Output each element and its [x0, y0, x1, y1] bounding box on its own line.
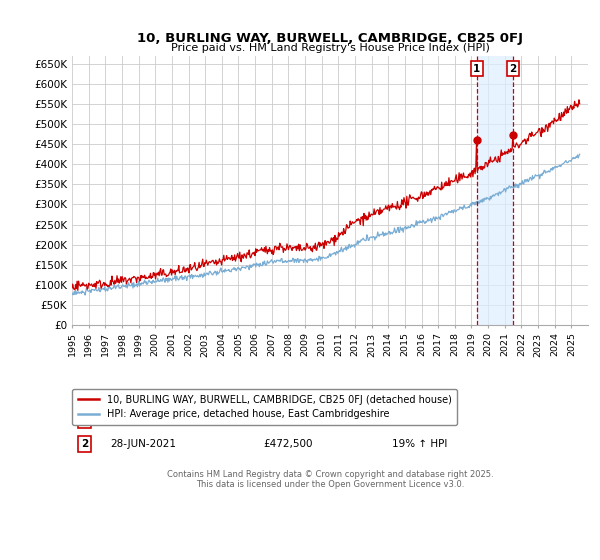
Text: 10, BURLING WAY, BURWELL, CAMBRIDGE, CB25 0FJ: 10, BURLING WAY, BURWELL, CAMBRIDGE, CB2… — [137, 32, 523, 45]
Text: 28-JUN-2021: 28-JUN-2021 — [110, 440, 176, 450]
Text: 26-APR-2019: 26-APR-2019 — [110, 415, 178, 425]
Text: £472,500: £472,500 — [263, 440, 313, 450]
Text: Contains HM Land Registry data © Crown copyright and database right 2025.
This d: Contains HM Land Registry data © Crown c… — [167, 470, 493, 489]
Text: 2: 2 — [81, 440, 89, 450]
Bar — [477, 56, 513, 325]
Text: Price paid vs. HM Land Registry's House Price Index (HPI): Price paid vs. HM Land Registry's House … — [170, 43, 490, 53]
Text: 1: 1 — [473, 64, 481, 74]
Legend: 10, BURLING WAY, BURWELL, CAMBRIDGE, CB25 0FJ (detached house), HPI: Average pri: 10, BURLING WAY, BURWELL, CAMBRIDGE, CB2… — [72, 389, 457, 426]
Text: 1: 1 — [81, 415, 89, 425]
Text: 19% ↑ HPI: 19% ↑ HPI — [392, 440, 447, 450]
Text: £459,995: £459,995 — [263, 415, 313, 425]
Text: 20% ↑ HPI: 20% ↑ HPI — [392, 415, 447, 425]
Text: 2: 2 — [509, 64, 517, 74]
